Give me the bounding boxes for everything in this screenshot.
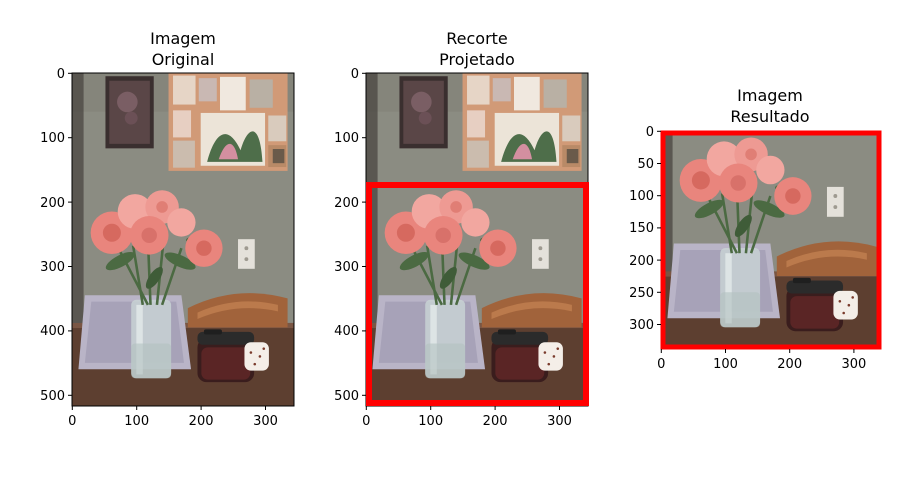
crop-rectangle — [366, 182, 589, 406]
panel-title-line-1: Imagem — [737, 86, 803, 105]
y-tick-label: 100 — [629, 189, 654, 204]
panel-title-line-1: Recorte — [446, 29, 508, 48]
panel-title-line-2: Resultado — [730, 107, 809, 126]
y-tick-label: 100 — [40, 131, 65, 146]
x-tick-label: 0 — [68, 414, 76, 429]
y-tick-label: 0 — [646, 125, 654, 140]
y-tick-label: 150 — [629, 221, 654, 236]
x-tick-label: 100 — [418, 414, 443, 429]
axes-frame — [71, 72, 295, 407]
x-tick-label: 100 — [713, 357, 738, 372]
y-tick-label: 0 — [57, 67, 65, 82]
y-tick-label: 50 — [637, 157, 654, 172]
panel-title-line-2: Projetado — [439, 50, 515, 69]
y-tick-label: 300 — [629, 318, 654, 333]
x-tick-label: 0 — [657, 357, 665, 372]
y-tick-label: 250 — [629, 286, 654, 301]
projected-photo — [366, 73, 588, 406]
x-tick-label: 300 — [253, 414, 278, 429]
y-axis: 0 100 200 300 400 500 — [334, 67, 366, 404]
y-tick-label: 300 — [40, 260, 65, 275]
x-tick-label: 0 — [362, 414, 370, 429]
crop-rectangle — [660, 130, 882, 350]
x-tick-label: 300 — [547, 414, 572, 429]
x-axis: 0 100 200 300 — [68, 406, 278, 429]
x-axis: 0 100 200 300 — [362, 406, 572, 429]
original-photo — [72, 73, 294, 406]
y-axis: 0 100 200 300 400 500 — [40, 67, 72, 404]
y-tick-label: 300 — [334, 260, 359, 275]
y-tick-label: 400 — [40, 324, 65, 339]
x-tick-label: 200 — [483, 414, 508, 429]
y-axis: 0 50 100 150 200 250 300 — [629, 125, 661, 333]
panel-title-line-1: Imagem — [150, 29, 216, 48]
x-tick-label: 200 — [777, 357, 802, 372]
result-photo — [661, 131, 881, 349]
x-axis: 0 100 200 300 — [657, 349, 866, 372]
panel-original: Imagem Original 0 100 200 300 400 500 0 — [40, 29, 295, 429]
x-tick-label: 300 — [841, 357, 866, 372]
x-tick-label: 200 — [189, 414, 214, 429]
panel-projected-crop: Recorte Projetado 0 100 200 300 400 500 — [334, 29, 589, 429]
panel-title-line-2: Original — [152, 50, 215, 69]
y-tick-label: 500 — [334, 389, 359, 404]
y-tick-label: 200 — [40, 196, 65, 211]
y-tick-label: 400 — [334, 324, 359, 339]
y-tick-label: 200 — [629, 254, 654, 269]
panel-result: Imagem Resultado 0 50 100 150 200 250 30… — [629, 86, 882, 372]
y-tick-label: 200 — [334, 196, 359, 211]
y-tick-label: 0 — [351, 67, 359, 82]
y-tick-label: 500 — [40, 389, 65, 404]
x-tick-label: 100 — [124, 414, 149, 429]
y-tick-label: 100 — [334, 131, 359, 146]
